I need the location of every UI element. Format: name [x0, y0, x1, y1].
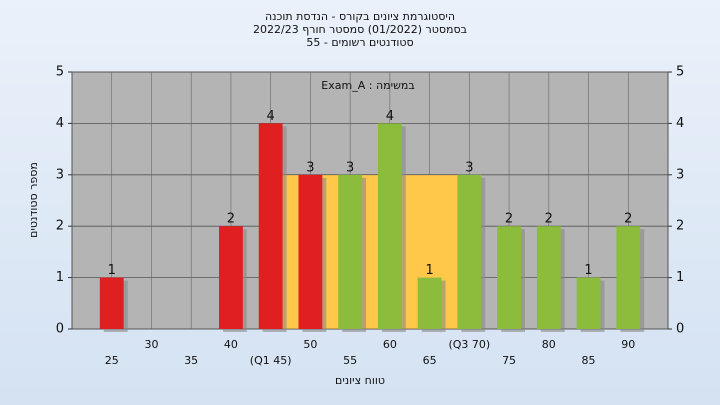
x-tick-label: 35	[184, 354, 198, 367]
value-label: 1	[425, 263, 433, 278]
value-label: 2	[624, 212, 632, 227]
bar	[497, 226, 521, 329]
value-label: 4	[267, 109, 275, 124]
y-tick-label: 4	[56, 116, 64, 131]
y-tick-label: 0	[56, 322, 64, 337]
x-tick-label: 75	[502, 354, 516, 367]
x-tick-label: 65	[423, 354, 437, 367]
x-tick-label: (Q3 70)	[448, 338, 490, 351]
x-tick-label: 40	[224, 338, 238, 351]
y2-tick-label: 5	[676, 65, 684, 80]
x-tick-label: (Q1 45)	[250, 354, 292, 367]
x-tick-label: 80	[542, 338, 556, 351]
y-axis-label: מספר סטודנטים	[27, 162, 40, 238]
x-tick-label: 25	[105, 354, 119, 367]
bar	[536, 226, 561, 329]
x-tick-label: 85	[582, 354, 596, 367]
y2-tick-label: 2	[676, 219, 684, 234]
y-tick-label: 3	[56, 167, 64, 182]
y2-tick-label: 0	[676, 322, 684, 337]
bar	[377, 123, 402, 330]
title-line: סטודנטים רשומים - 55	[306, 36, 413, 49]
value-label: 2	[227, 212, 235, 227]
value-label: 2	[505, 212, 513, 227]
value-label: 3	[465, 160, 473, 175]
value-label: 1	[108, 263, 116, 278]
bar	[576, 277, 601, 329]
y2-tick-label: 4	[676, 116, 684, 131]
title-line: היסטוגרמת ציונים בקורס - הנדסת תוכנה	[265, 10, 455, 23]
bar	[417, 277, 442, 329]
x-axis-label: טווח ציונים	[335, 374, 385, 387]
value-label: 2	[545, 212, 553, 227]
y-tick-label: 5	[56, 65, 64, 80]
bar	[99, 277, 124, 329]
value-label: 3	[306, 160, 314, 175]
y-tick-label: 1	[56, 270, 64, 285]
value-label: 3	[346, 160, 354, 175]
y2-tick-label: 3	[676, 167, 684, 182]
annotation: במשימה : Exam_A	[321, 79, 414, 92]
bar	[258, 123, 283, 330]
bar	[338, 174, 363, 329]
bar	[219, 226, 243, 329]
x-tick-label: 60	[383, 338, 397, 351]
x-tick-label: 55	[343, 354, 357, 367]
bar	[457, 174, 482, 329]
y2-tick-label: 1	[676, 270, 684, 285]
title-line: בסמסטר (01/2022) סמסטר חורף 2022/23	[253, 23, 467, 36]
x-tick-label: 90	[621, 338, 635, 351]
bar	[616, 226, 641, 329]
value-label: 1	[584, 263, 592, 278]
value-label: 4	[386, 109, 394, 124]
y-tick-label: 2	[56, 219, 64, 234]
x-tick-label: 30	[144, 338, 158, 351]
x-tick-label: 50	[303, 338, 317, 351]
bar	[298, 174, 323, 329]
